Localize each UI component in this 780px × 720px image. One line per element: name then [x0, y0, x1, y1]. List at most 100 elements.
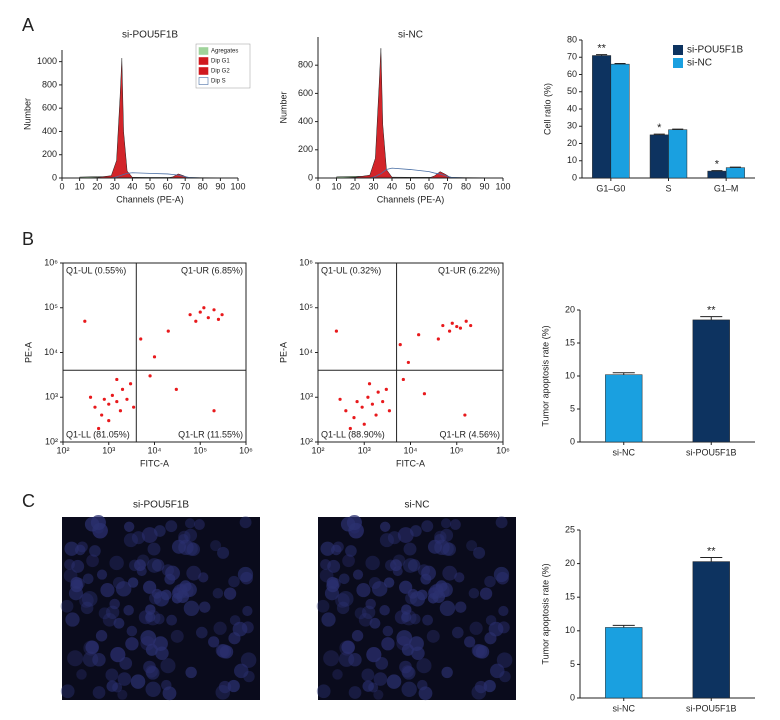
nucleus: [178, 539, 194, 556]
error-bar: [700, 316, 723, 320]
nucleus: [496, 652, 513, 668]
point: [463, 413, 467, 417]
nucleus: [216, 644, 232, 659]
error-bar: [612, 372, 635, 375]
histogram-area: [336, 48, 485, 179]
nucleus: [338, 573, 350, 585]
chart-title: si-POU5F1B: [122, 30, 178, 41]
nucleus: [495, 516, 508, 529]
legend-label: Dip S: [211, 79, 226, 85]
nucleus: [82, 573, 94, 585]
y-tick-label: 10²: [45, 436, 58, 446]
x-tick-label: 10⁴: [148, 445, 162, 455]
nucleus: [149, 592, 162, 605]
nucleus: [110, 647, 126, 663]
nucleus: [387, 531, 402, 545]
bar: [668, 129, 688, 179]
point: [417, 333, 421, 337]
point: [450, 321, 454, 325]
y-axis-label: Cell ratio (%): [542, 83, 552, 135]
quadrant-label: Q1-LL (81.05%): [66, 429, 130, 439]
nucleus: [228, 575, 240, 588]
nucleus: [145, 665, 158, 678]
point: [125, 397, 129, 401]
nucleus: [432, 590, 446, 604]
y-tick-label: 0: [570, 692, 575, 702]
chart-title: si-POU5F1B: [133, 500, 189, 511]
point: [118, 409, 123, 413]
x-tick-label: 80: [461, 181, 471, 191]
legend-swatch: [198, 77, 209, 85]
point: [362, 422, 366, 426]
histogram-area: [336, 167, 485, 179]
x-tick-label: 10⁵: [450, 445, 464, 455]
nucleus: [439, 600, 456, 617]
nucleus: [468, 588, 480, 599]
nucleus: [440, 518, 452, 529]
nucleus: [141, 527, 158, 543]
x-tick-label: 90: [215, 181, 225, 191]
error-bar: [653, 133, 665, 135]
x-tick-label: 10⁶: [496, 445, 510, 455]
point: [206, 316, 210, 320]
x-axis-label: Channels (PE-A): [116, 194, 184, 204]
nucleus: [153, 591, 170, 607]
quadrant-label: Q1-LL (88.90%): [321, 429, 385, 439]
nucleus: [319, 568, 334, 583]
nucleus: [382, 625, 394, 637]
bar: [649, 134, 669, 179]
nucleus: [455, 601, 467, 613]
nucleus: [74, 544, 86, 556]
y-tick-label: 60: [567, 69, 577, 79]
nucleus: [146, 666, 160, 680]
y-tick-label: 5: [570, 659, 575, 669]
nucleus: [129, 559, 141, 572]
point: [352, 416, 356, 420]
nucleus: [385, 559, 397, 572]
nucleus: [373, 689, 384, 700]
nucleus: [450, 519, 461, 530]
nucleus: [210, 540, 222, 552]
point: [401, 377, 405, 382]
nucleus: [337, 590, 354, 607]
nucleus: [151, 559, 165, 572]
nucleus: [418, 686, 433, 701]
y-tick-label: 10⁴: [44, 347, 58, 357]
nucleus: [434, 539, 450, 556]
nucleus: [117, 672, 132, 686]
legend-swatch: [673, 45, 683, 55]
nucleus: [131, 531, 146, 545]
nucleus: [362, 680, 374, 692]
y-tick-label: 10⁶: [299, 257, 313, 267]
nucleus: [60, 599, 74, 613]
y-tick-label: 50: [567, 86, 577, 96]
y-tick-label: 10⁵: [299, 302, 313, 312]
point: [355, 399, 359, 404]
y-axis-label: Tumor apoptosis rate (%): [540, 563, 550, 664]
nucleus: [223, 587, 237, 600]
y-axis-label: PE-A: [23, 342, 33, 363]
nucleus: [213, 621, 227, 635]
y-tick-label: 10⁶: [44, 257, 58, 267]
y-tick-label: 20: [565, 304, 575, 314]
quadrant-label: Q1-UR (6.85%): [181, 265, 243, 275]
legend-label: Dip G1: [211, 59, 230, 65]
x-tick-label: 10²: [56, 445, 69, 455]
nucleus: [165, 520, 178, 533]
nucleus: [217, 546, 230, 559]
point: [139, 337, 143, 341]
point: [115, 377, 119, 382]
nucleus: [474, 680, 488, 694]
x-tick-label: 30: [110, 181, 120, 191]
nucleus: [379, 533, 394, 548]
nucleus: [356, 583, 371, 598]
nucleus: [323, 650, 340, 667]
nucleus: [497, 621, 510, 634]
y-tick-label: 0: [52, 172, 57, 182]
nucleus: [396, 630, 413, 646]
bar: [605, 627, 643, 699]
nucleus: [79, 593, 94, 608]
bar: [692, 561, 730, 699]
y-tick-label: 10: [567, 155, 577, 165]
panel-label: C: [22, 491, 35, 511]
